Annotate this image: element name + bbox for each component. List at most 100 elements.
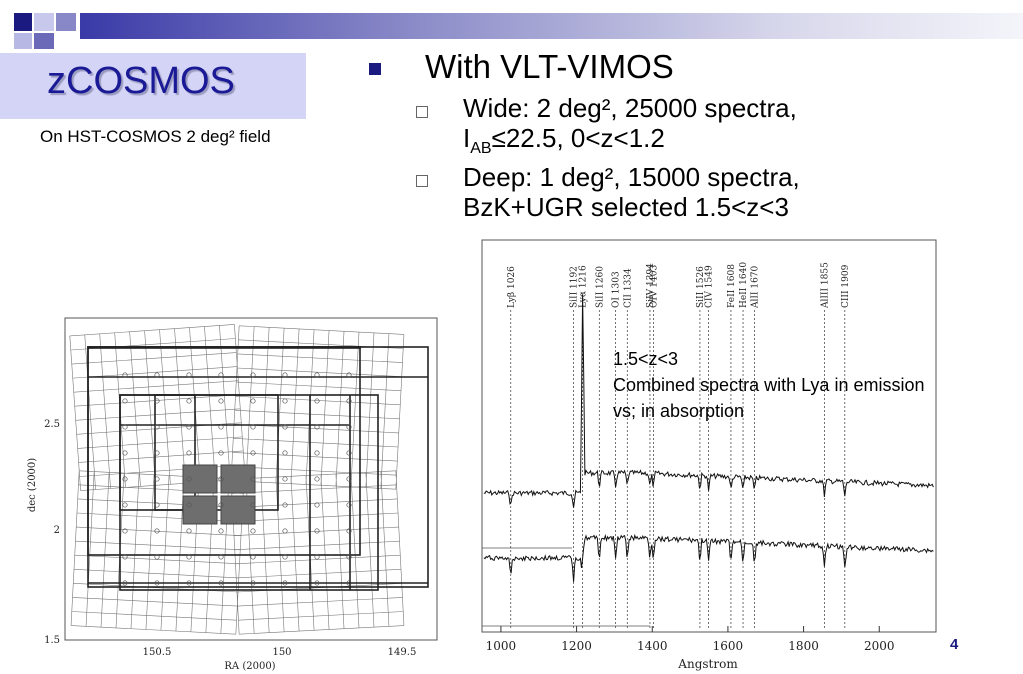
- map-target-marker: [122, 372, 128, 378]
- decor-square-mid2: [34, 33, 54, 49]
- map-target-marker: [154, 554, 160, 560]
- map-target-marker: [186, 398, 192, 404]
- map-grid-line: [71, 352, 237, 365]
- map-target-marker: [250, 398, 256, 404]
- map-target-marker: [346, 528, 352, 534]
- map-grid-line: [335, 331, 345, 487]
- map-target-marker: [282, 476, 288, 482]
- map-grid-line: [76, 526, 242, 537]
- map-inner-box: [119, 394, 379, 591]
- line-label: OIV 1403: [649, 265, 659, 308]
- map-target-marker: [218, 502, 224, 508]
- map-target-marker: [282, 450, 288, 456]
- map-target-marker: [122, 450, 128, 456]
- map-target-marker: [282, 398, 288, 404]
- map-hst-tile: [182, 464, 218, 494]
- line-label: SiII 1260: [595, 266, 605, 308]
- wide-line-1: Wide: 2 deg², 25000 spectra,: [463, 93, 797, 123]
- map-target-marker: [314, 554, 320, 560]
- map-target-marker: [250, 502, 256, 508]
- map-target-marker: [218, 424, 224, 430]
- map-xlabel: RA (2000): [224, 661, 275, 672]
- map-grid-line: [144, 330, 156, 486]
- spectra-svg: Lyβ 1026 SiII 1192 Lyα 1216 SiII 1260 OI 130…: [481, 239, 937, 671]
- map-grid-line: [350, 332, 360, 487]
- map-grid-line: [260, 327, 270, 483]
- map-grid-line: [239, 325, 404, 335]
- map-target-marker: [282, 372, 288, 378]
- wide-ab-sub: AB: [470, 140, 492, 158]
- map-target-marker: [154, 580, 160, 586]
- map-target-marker: [346, 476, 352, 482]
- map-grid-line: [129, 331, 141, 487]
- spectra-annotation: 1.5<z<3 Combined spectra with Lya in emi…: [613, 346, 924, 424]
- line-label: Lyα 1216: [579, 265, 589, 308]
- map-grid-line: [77, 436, 243, 449]
- decor-square-light: [34, 13, 54, 31]
- map-grid-line: [79, 464, 245, 477]
- map-target-marker: [314, 450, 320, 456]
- sub-bullet-wide: [416, 106, 428, 118]
- map-grid-line: [99, 333, 111, 489]
- map-target-marker: [218, 528, 224, 534]
- map-grid-line: [237, 353, 403, 363]
- map-ylabel: dec (2000): [27, 458, 38, 512]
- map-target-marker: [186, 476, 192, 482]
- map-grid-line: [69, 335, 81, 491]
- map-target-marker: [346, 502, 352, 508]
- map-ytick-2.5: 2.5: [44, 419, 60, 430]
- decor-square-dark: [14, 13, 32, 31]
- map-grid-line: [237, 597, 403, 607]
- map-target-marker: [154, 372, 160, 378]
- map-grid-line: [380, 333, 390, 489]
- map-grid-line: [85, 471, 95, 627]
- map-grid-line: [380, 471, 390, 627]
- map-grid-line: [350, 473, 360, 628]
- spectrum-absorption: [483, 533, 934, 582]
- spectra-xlabel: Angstrom: [677, 657, 738, 671]
- map-grid-line: [365, 332, 375, 488]
- spectra-frame: [481, 239, 937, 633]
- map-target-marker: [314, 580, 320, 586]
- decor-square-mid: [56, 13, 76, 31]
- map-grid-line: [238, 611, 404, 621]
- map-target-marker: [186, 502, 192, 508]
- map-hst-tile: [182, 495, 218, 525]
- map-grid-line: [234, 409, 400, 420]
- wide-i: I: [463, 123, 471, 153]
- map-target-marker: [250, 424, 256, 430]
- line-label: HeII 1640: [739, 262, 749, 308]
- map-grid-line: [235, 554, 401, 565]
- line-label: Lyβ 1026: [507, 266, 517, 308]
- map-target-marker: [186, 424, 192, 430]
- line-label: CIII 1909: [841, 264, 851, 308]
- header-gradient-bar: [80, 13, 1023, 39]
- spectra-tick-label: 1200: [561, 639, 592, 653]
- bullet-square: [369, 63, 381, 75]
- spectra-tick-label: 1000: [486, 639, 517, 653]
- page-number: 4: [950, 636, 959, 653]
- map-target-marker: [186, 580, 192, 586]
- map-target-marker: [314, 424, 320, 430]
- spectral-line-markers: Lyβ 1026 SiII 1192 Lyα 1216 SiII 1260 OI 130…: [507, 262, 851, 630]
- map-target-marker: [218, 554, 224, 560]
- map-grid-line: [234, 540, 400, 551]
- map-hst-tile: [220, 464, 256, 494]
- map-grid-line: [245, 326, 255, 482]
- map-grid-line: [231, 480, 396, 490]
- map-target-marker: [154, 528, 160, 534]
- line-label: OI 1303: [612, 271, 622, 308]
- map-target-marker: [218, 372, 224, 378]
- spectrum-emission: [483, 294, 934, 508]
- map-target-marker: [282, 528, 288, 534]
- map-target-marker: [218, 398, 224, 404]
- map-grid-line: [395, 470, 405, 626]
- map-target-marker: [314, 372, 320, 378]
- map-grid-line: [130, 473, 140, 629]
- map-grid-line: [69, 324, 235, 337]
- map-target-marker: [186, 554, 192, 560]
- map-grid-line: [204, 326, 216, 482]
- map-outer-box: [87, 346, 429, 588]
- map-grid-line: [365, 472, 375, 628]
- map-grid-line: [231, 484, 397, 494]
